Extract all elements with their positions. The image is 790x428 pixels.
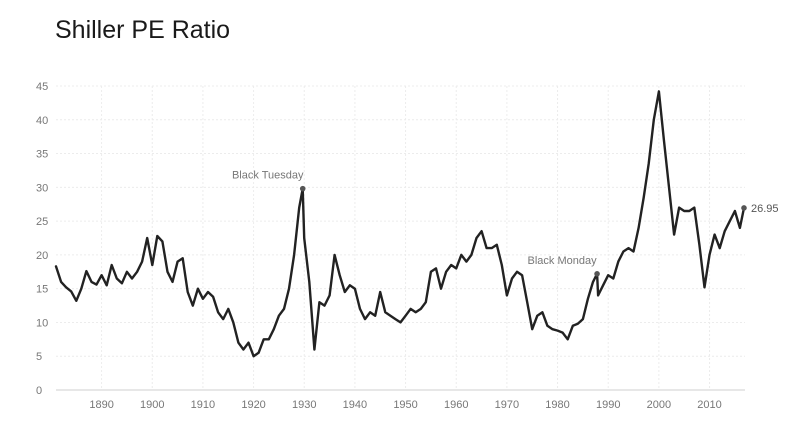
end-value-label: 26.95: [751, 203, 779, 215]
series-line: [54, 90, 746, 358]
y-tick-label: 40: [36, 115, 48, 127]
annotation-marker: [299, 185, 306, 192]
x-tick-label: 1970: [495, 399, 519, 411]
x-tick-label: 1900: [140, 399, 164, 411]
y-tick-label: 45: [36, 81, 48, 93]
y-tick-label: 35: [36, 149, 48, 161]
x-tick-label: 1950: [393, 399, 417, 411]
y-tick-label: 25: [36, 216, 48, 228]
y-tick-label: 0: [36, 385, 42, 397]
y-tick-label: 20: [36, 250, 48, 262]
annotation-marker: [594, 271, 600, 277]
end-point-marker: [741, 205, 747, 211]
x-tick-label: 1910: [191, 399, 215, 411]
x-tick-label: 1960: [444, 399, 468, 411]
x-tick-label: 1990: [596, 399, 620, 411]
chart-title: Shiller PE Ratio: [55, 16, 231, 44]
x-tick-label: 1940: [343, 399, 367, 411]
y-tick-label: 10: [36, 317, 48, 329]
annotation-label: Black Tuesday: [232, 170, 304, 182]
y-tick-label: 15: [36, 284, 48, 296]
x-tick-label: 1930: [292, 399, 316, 411]
x-tick-label: 2000: [647, 399, 671, 411]
y-tick-label: 30: [36, 182, 48, 194]
x-tick-label: 1980: [545, 399, 569, 411]
annotation-label: Black Monday: [528, 255, 598, 267]
x-tick-label: 1920: [241, 399, 265, 411]
x-tick-label: 1890: [89, 399, 113, 411]
x-tick-label: 2010: [697, 399, 721, 411]
y-tick-label: 5: [36, 351, 42, 363]
